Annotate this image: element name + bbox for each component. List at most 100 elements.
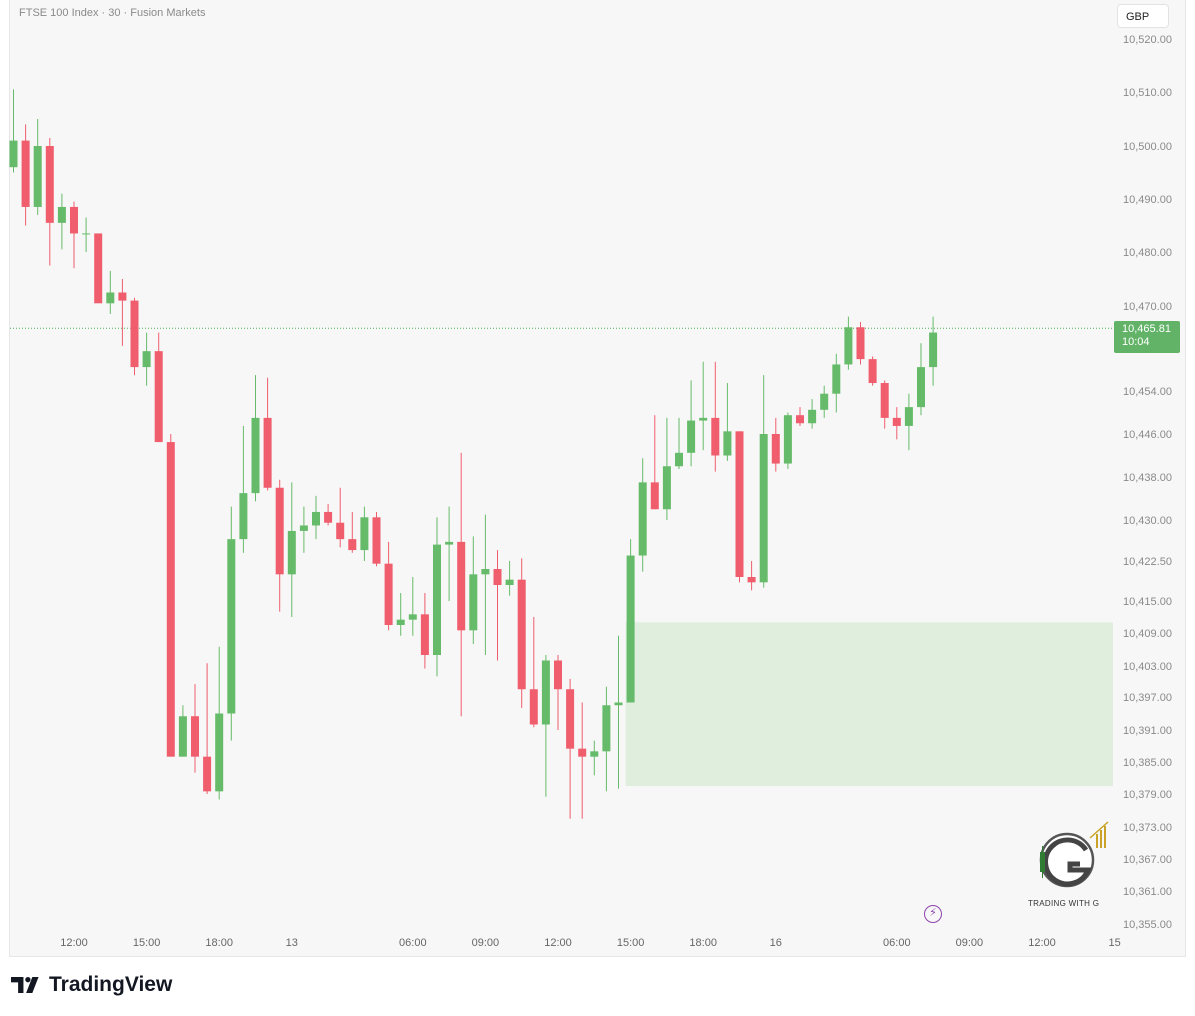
last-price-tag: 10,465.81 10:04 [1114,321,1180,353]
x-tick-label: 09:00 [472,937,500,949]
last-price-value: 10,465.81 [1122,323,1171,335]
candle-body [493,569,502,585]
candle-body [650,482,659,510]
candle-body [723,431,732,456]
candle-body [70,206,78,234]
tradingview-brand[interactable]: TradingView [11,973,172,997]
lightning-bolt-icon[interactable]: ⚡ [924,905,942,923]
candle-body [275,487,284,575]
x-tick-label: 15:00 [133,937,161,949]
candle-body [856,327,865,360]
candle-body [433,544,441,655]
y-tick-label: 10,403.00 [1123,661,1172,673]
y-tick-label: 10,415.00 [1123,596,1172,608]
candle-body [178,716,187,757]
candle-body [783,415,792,464]
x-tick-label: 12:00 [544,937,572,949]
candle-body [844,327,853,365]
y-tick-label: 10,490.00 [1123,194,1172,206]
candle-body [590,751,599,757]
x-tick-label: 06:00 [399,937,427,949]
candle-body [130,300,139,368]
x-tick-label: 12:00 [1028,937,1056,949]
candle-body [614,702,623,706]
y-tick-label: 10,446.00 [1123,429,1172,441]
candle-body [638,482,647,556]
candle-body [360,517,369,551]
candle-body [662,466,671,510]
x-tick-label: 09:00 [956,937,984,949]
candle-body [880,383,889,418]
candle-body [808,409,817,424]
candle-body [541,660,550,725]
candle-body [118,292,127,301]
candle-body [759,434,768,583]
x-tick-label: 18:00 [205,937,233,949]
candle-body [566,689,575,749]
y-tick-label: 10,367.00 [1123,854,1172,866]
candle-body [687,420,696,453]
candle-body [239,493,248,540]
symbol-title: FTSE 100 Index · 30 · Fusion Markets [19,7,206,19]
x-tick-label: 15:00 [617,937,645,949]
currency-button[interactable]: GBP [1117,4,1169,28]
candle-body [904,407,913,426]
candle-body [481,569,490,575]
candle-body [457,541,466,631]
candle-body [505,579,514,585]
y-tick-label: 10,510.00 [1123,87,1172,99]
x-tick-label: 18:00 [689,937,717,949]
candle-body [747,577,756,583]
candle-body [469,574,478,631]
y-tick-label: 10,422.50 [1123,556,1172,568]
x-tick-label: 16 [770,937,782,949]
candle-body [372,517,381,564]
candle-body [892,417,901,426]
y-tick-label: 10,391.00 [1123,725,1172,737]
candle-body [57,206,66,223]
candle-body [142,351,151,368]
y-tick-label: 10,397.00 [1123,692,1172,704]
candle-body [299,525,308,531]
candle-body [94,233,103,304]
candle-body [9,140,18,168]
y-tick-label: 10,385.00 [1123,757,1172,769]
candle-body [711,417,720,456]
brand-name: TradingView [49,973,173,996]
y-tick-label: 10,361.00 [1123,886,1172,898]
candle-body [554,660,562,690]
y-tick-label: 10,409.00 [1123,628,1172,640]
candle-body [396,619,405,625]
candle-body [517,579,526,690]
candle-body [324,511,333,523]
candle-body [832,364,841,394]
candle-body [602,705,611,752]
candle-body [578,748,587,757]
candle-body [348,539,357,551]
candle-body [21,140,30,207]
y-tick-label: 10,373.00 [1123,822,1172,834]
y-tick-label: 10,520.00 [1123,34,1172,46]
candle-body [626,555,635,703]
candle-body [227,539,236,714]
x-tick-label: 15 [1108,937,1120,949]
y-tick-label: 10,438.00 [1123,472,1172,484]
candle-body [263,417,272,488]
candle-body [868,359,877,384]
trading-with-g-logo-icon [1039,821,1109,888]
candle-body [166,442,175,757]
bar-countdown: 10:04 [1122,336,1150,348]
chart-pane[interactable] [9,0,1186,957]
candle-body [820,393,829,410]
demand-zone-rect [625,622,1113,786]
candle-body [408,614,417,620]
watermark-caption: TRADING WITH G [1028,899,1100,908]
x-tick-label: 12:00 [60,937,88,949]
candle-body [154,351,163,443]
x-tick-label: 06:00 [883,937,911,949]
candle-body [699,417,708,421]
candle-body [106,292,115,304]
candle-body [796,415,804,424]
y-tick-label: 10,454.00 [1123,386,1172,398]
